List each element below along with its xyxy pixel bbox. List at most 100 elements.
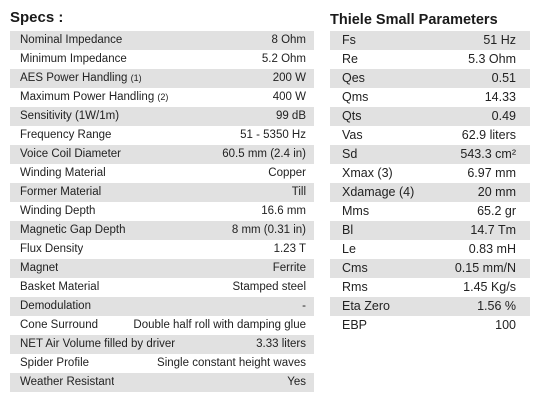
ts-row-value: 0.15 mm/N [454, 261, 516, 275]
ts-row: Xdamage (4) 20 mm [330, 183, 530, 202]
spec-row-label-text: Minimum Impedance [20, 53, 127, 65]
thiele-small-section: Thiele Small Parameters Fs 51 Hz Re 5.3 Ohm… [330, 0, 530, 335]
spec-row-label-text: Cone Surround [20, 319, 98, 331]
spec-row-label: Former Material [20, 183, 101, 202]
spec-row-value: Ferrite [272, 262, 306, 274]
ts-row-label: Vas [342, 126, 363, 145]
spec-row-label: Basket Material [20, 278, 99, 297]
ts-row: Mms 65.2 gr [330, 202, 530, 221]
ts-row-label-text: Xdamage (4) [342, 185, 415, 199]
spec-row: Voice Coil Diameter 60.5 mm (2.4 in) [10, 145, 314, 164]
spec-row-value: 99 dB [275, 110, 306, 122]
spec-row: Cone Surround Double half roll with dampi… [10, 316, 314, 335]
ts-row-label: Re [342, 50, 358, 69]
spec-row-label-text: Demodulation [20, 300, 91, 312]
specs-table: Nominal Impedance 8 Ohm Minimum Impedance 5… [10, 31, 314, 392]
ts-row-label-text: Qts [342, 109, 362, 123]
ts-row-label: Sd [342, 145, 357, 164]
spec-row-label: Winding Material [20, 164, 106, 183]
ts-row-label-text: Sd [342, 147, 358, 161]
ts-row-label: Xmax (3) [342, 164, 393, 183]
ts-row-value: 1.45 Kg/s [463, 280, 516, 294]
spec-row-label-text: Winding Material [20, 167, 106, 179]
spec-row-value: Stamped steel [232, 281, 306, 293]
spec-row-label: Flux Density [20, 240, 83, 259]
ts-row-label-text: Xmax (3) [342, 166, 393, 180]
ts-row: Le 0.83 mH [330, 240, 530, 259]
spec-row: Basket Material Stamped steel [10, 278, 314, 297]
ts-row: Re 5.3 Ohm [330, 50, 530, 69]
spec-row-label: Winding Depth [20, 202, 95, 221]
spec-row-label-text: Sensitivity (1W/1m) [20, 110, 120, 122]
ts-row-value: 0.51 [491, 71, 516, 85]
spec-row-value: 1.23 T [273, 243, 306, 255]
spec-row-label-text: Weather Resistant [20, 376, 115, 388]
spec-row-value: 3.33 liters [256, 338, 306, 350]
ts-row-value: 5.3 Ohm [468, 52, 516, 66]
spec-row-value: 8 mm (0.31 in) [231, 224, 306, 236]
ts-row-value: 100 [495, 318, 516, 332]
spec-row-value: Double half roll with damping glue [133, 319, 306, 331]
ts-row: Rms 1.45 Kg/s [330, 278, 530, 297]
ts-row-label-text: EBP [342, 318, 368, 332]
spec-row-value: 200 W [272, 72, 306, 84]
ts-row: Qes 0.51 [330, 69, 530, 88]
ts-row-value: 51 Hz [483, 33, 516, 47]
spec-row-label-text: AES Power Handling [20, 72, 128, 84]
spec-row: Demodulation - [10, 297, 314, 316]
ts-row: EBP 100 [330, 316, 530, 335]
spec-row: Flux Density 1.23 T [10, 240, 314, 259]
spec-row-label-text: Winding Depth [20, 205, 96, 217]
ts-row-value: 20 mm [477, 185, 516, 199]
ts-row-label: Bl [342, 221, 353, 240]
ts-row: Xmax (3) 6.97 mm [330, 164, 530, 183]
ts-row-label-text: Re [342, 52, 358, 66]
ts-row: Vas 62.9 liters [330, 126, 530, 145]
ts-row: Fs 51 Hz [330, 31, 530, 50]
spec-row-value: 60.5 mm (2.4 in) [222, 148, 306, 160]
ts-row-label-text: Vas [342, 128, 363, 142]
spec-row: AES Power Handling (1) 200 W [10, 69, 314, 88]
ts-row-label: Xdamage (4) [342, 183, 414, 202]
ts-row-value: 14.7 Tm [470, 223, 516, 237]
spec-row: Magnetic Gap Depth 8 mm (0.31 in) [10, 221, 314, 240]
spec-row: Minimum Impedance 5.2 Ohm [10, 50, 314, 69]
spec-row-label-text: Spider Profile [20, 357, 90, 369]
spec-row-value: 51 - 5350 Hz [240, 129, 306, 141]
ts-row-label-text: Qes [342, 71, 365, 85]
spec-row-label-text: Magnetic Gap Depth [20, 224, 126, 236]
spec-row-label: Nominal Impedance [20, 31, 122, 50]
thiele-small-title: Thiele Small Parameters [330, 12, 498, 28]
ts-row-label: Le [342, 240, 356, 259]
spec-row: Weather Resistant Yes [10, 373, 314, 392]
ts-row-label: Mms [342, 202, 369, 221]
spec-row-footnote: (2) [157, 92, 169, 102]
ts-row-label-text: Bl [342, 223, 354, 237]
spec-row-value: 5.2 Ohm [261, 53, 306, 65]
ts-row-label-text: Le [342, 242, 356, 256]
ts-row-label: Qms [342, 88, 368, 107]
spec-row-footnote: (1) [130, 73, 142, 83]
ts-row-label: Qes [342, 69, 365, 88]
spec-row: Maximum Power Handling (2) 400 W [10, 88, 314, 107]
spec-row-label: Magnet [20, 259, 58, 278]
spec-row: Winding Material Copper [10, 164, 314, 183]
spec-row-label-text: Former Material [20, 186, 102, 198]
ts-row-label: Cms [342, 259, 368, 278]
ts-row-label: Eta Zero [342, 297, 390, 316]
spec-row: Nominal Impedance 8 Ohm [10, 31, 314, 50]
thiele-small-table: Fs 51 Hz Re 5.3 Ohm Qes 0.51 Qms 14.33 Qts 0.49 Va… [330, 31, 530, 335]
spec-row-label-text: Nominal Impedance [20, 34, 123, 46]
spec-row-label-text: Frequency Range [20, 129, 112, 141]
specs-title: Specs : [10, 9, 64, 26]
ts-row-value: 6.97 mm [467, 166, 516, 180]
ts-row-value: 14.33 [484, 90, 516, 104]
spec-row-label-text: Maximum Power Handling [20, 91, 155, 103]
ts-row: Eta Zero 1.56 % [330, 297, 530, 316]
spec-row: Winding Depth 16.6 mm [10, 202, 314, 221]
spec-row-value: - [302, 300, 306, 312]
spec-row-label: Minimum Impedance [20, 50, 127, 69]
spec-row-label: Frequency Range [20, 126, 111, 145]
spec-row-label-text: Magnet [20, 262, 59, 274]
spec-row-value: Single constant height waves [157, 357, 306, 369]
